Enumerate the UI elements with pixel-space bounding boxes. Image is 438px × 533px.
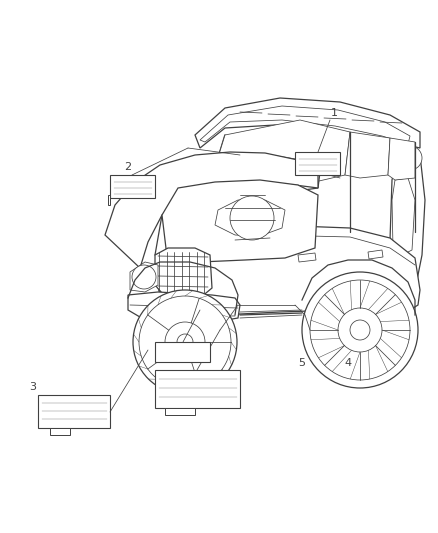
Polygon shape (345, 132, 390, 178)
Circle shape (177, 334, 193, 350)
Polygon shape (108, 195, 110, 205)
Polygon shape (155, 342, 210, 362)
Polygon shape (155, 225, 420, 315)
Text: 5: 5 (299, 358, 305, 368)
Polygon shape (388, 145, 415, 175)
Polygon shape (215, 200, 285, 236)
Polygon shape (38, 395, 110, 428)
Polygon shape (390, 148, 425, 295)
Text: 2: 2 (124, 162, 131, 172)
Polygon shape (298, 253, 316, 262)
Circle shape (139, 296, 231, 388)
Circle shape (165, 322, 205, 362)
Circle shape (310, 280, 410, 380)
Polygon shape (170, 212, 192, 228)
Polygon shape (155, 248, 212, 300)
Polygon shape (392, 178, 415, 255)
Polygon shape (165, 408, 195, 415)
Polygon shape (128, 292, 240, 322)
Polygon shape (155, 370, 240, 408)
Circle shape (398, 146, 422, 170)
Circle shape (132, 265, 156, 289)
Circle shape (133, 290, 237, 394)
Polygon shape (368, 250, 383, 259)
Polygon shape (162, 180, 318, 265)
Circle shape (302, 272, 418, 388)
Polygon shape (295, 152, 340, 175)
Text: 4: 4 (344, 358, 352, 368)
Polygon shape (195, 98, 420, 148)
Polygon shape (388, 138, 415, 180)
Text: 1: 1 (331, 108, 338, 118)
Polygon shape (200, 106, 410, 144)
Polygon shape (105, 152, 318, 268)
Polygon shape (130, 262, 158, 292)
Polygon shape (155, 155, 320, 262)
Polygon shape (110, 175, 155, 198)
Text: 3: 3 (29, 382, 36, 392)
Circle shape (338, 308, 382, 352)
Circle shape (350, 320, 370, 340)
Circle shape (230, 196, 274, 240)
Polygon shape (50, 428, 70, 435)
Polygon shape (195, 120, 350, 232)
